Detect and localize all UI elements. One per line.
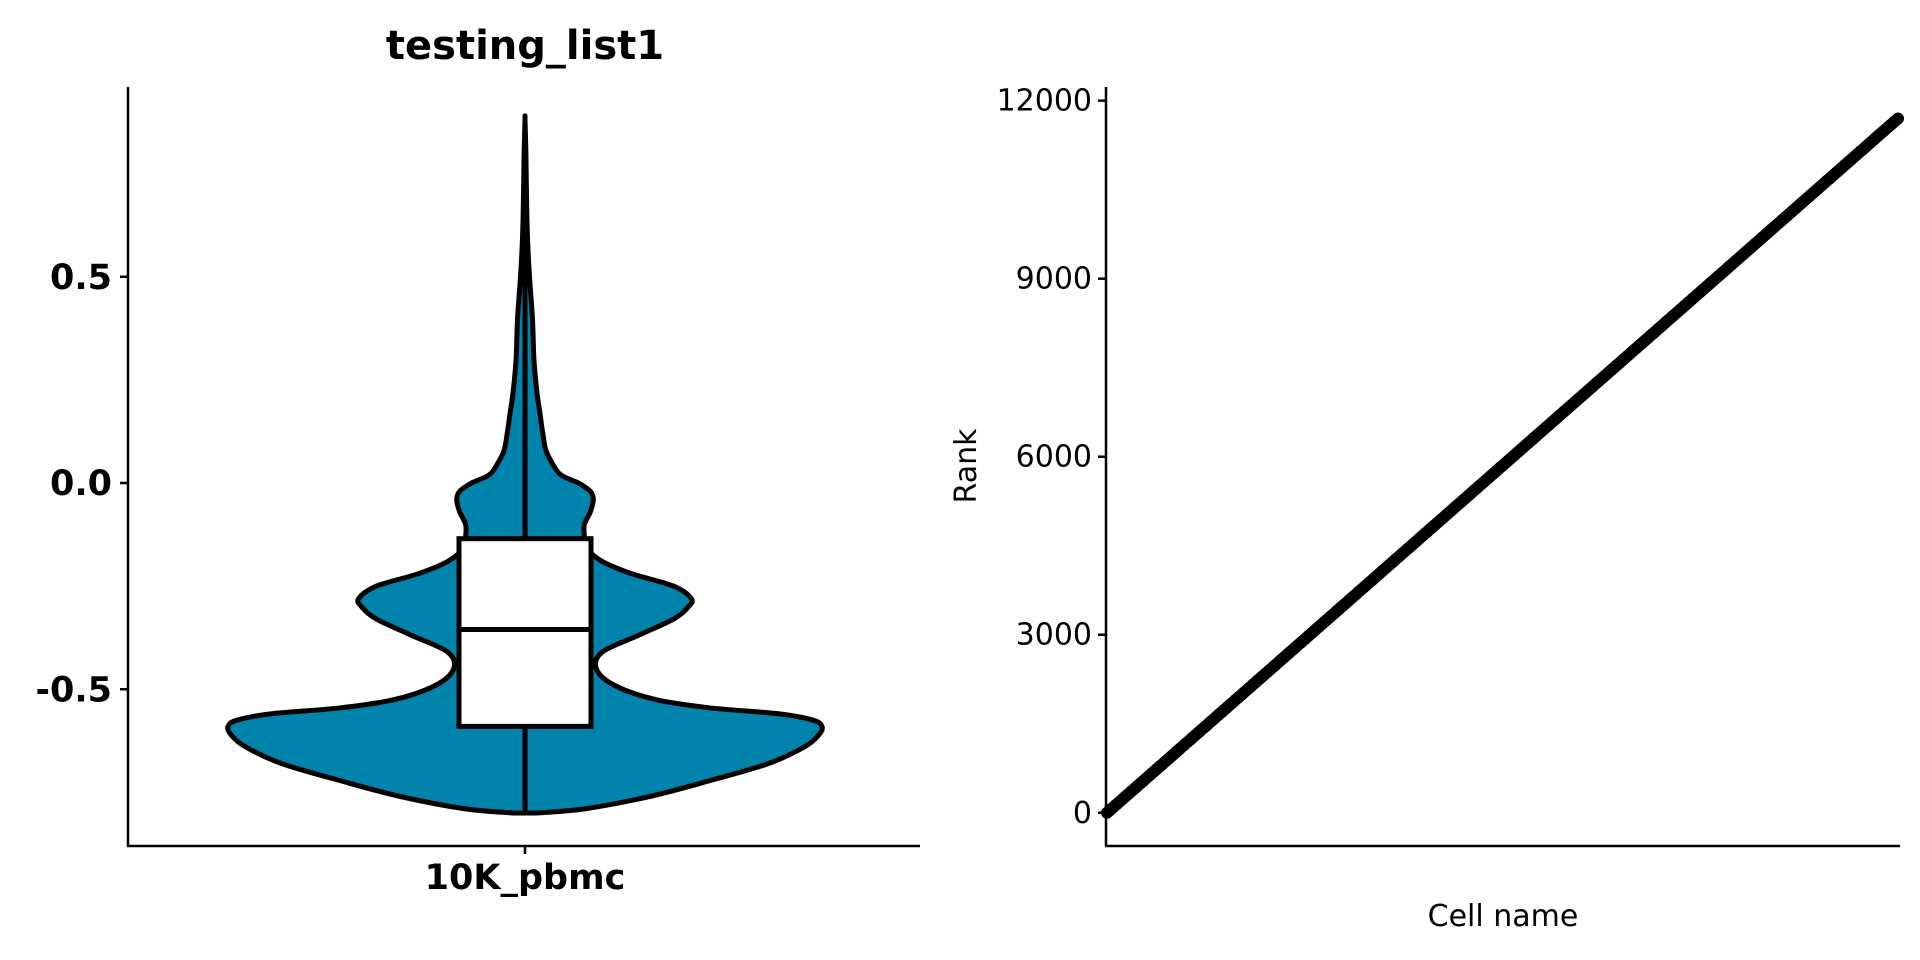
violin-x-ticks: 10K_pbmc: [425, 846, 626, 898]
rank-y-axis-label: Rank: [949, 428, 984, 504]
rank-x-axis-label: Cell name: [1428, 899, 1579, 934]
rank-scatter-points: [1101, 112, 1905, 819]
violin-y-tick-label: -0.5: [35, 670, 112, 710]
rank-y-tick-label: 3000: [1016, 618, 1092, 653]
violin-y-tick-label: 0.5: [50, 258, 112, 298]
violin-y-ticks: -0.5 0.0 0.5: [35, 258, 128, 710]
rank-y-tick-label: 9000: [1016, 262, 1092, 297]
rank-plot-panel: 0 3000 6000 9000 12000 Cell name Rank: [949, 84, 1905, 934]
rank-y-tick-label: 6000: [1016, 440, 1092, 475]
rank-y-ticks: 0 3000 6000 9000 12000: [997, 84, 1106, 831]
violin-x-tick-label: 10K_pbmc: [425, 858, 626, 898]
violin-chart-title: testing_list1: [386, 23, 664, 69]
violin-y-tick-label: 0.0: [50, 464, 112, 504]
rank-y-tick-label: 0: [1073, 796, 1092, 831]
violin-plot-panel: testing_list1 -0.5 0.0 0.5 10K_pbmc: [35, 23, 920, 898]
box-iqr: [456, 536, 594, 729]
rank-y-tick-label: 12000: [997, 84, 1092, 119]
